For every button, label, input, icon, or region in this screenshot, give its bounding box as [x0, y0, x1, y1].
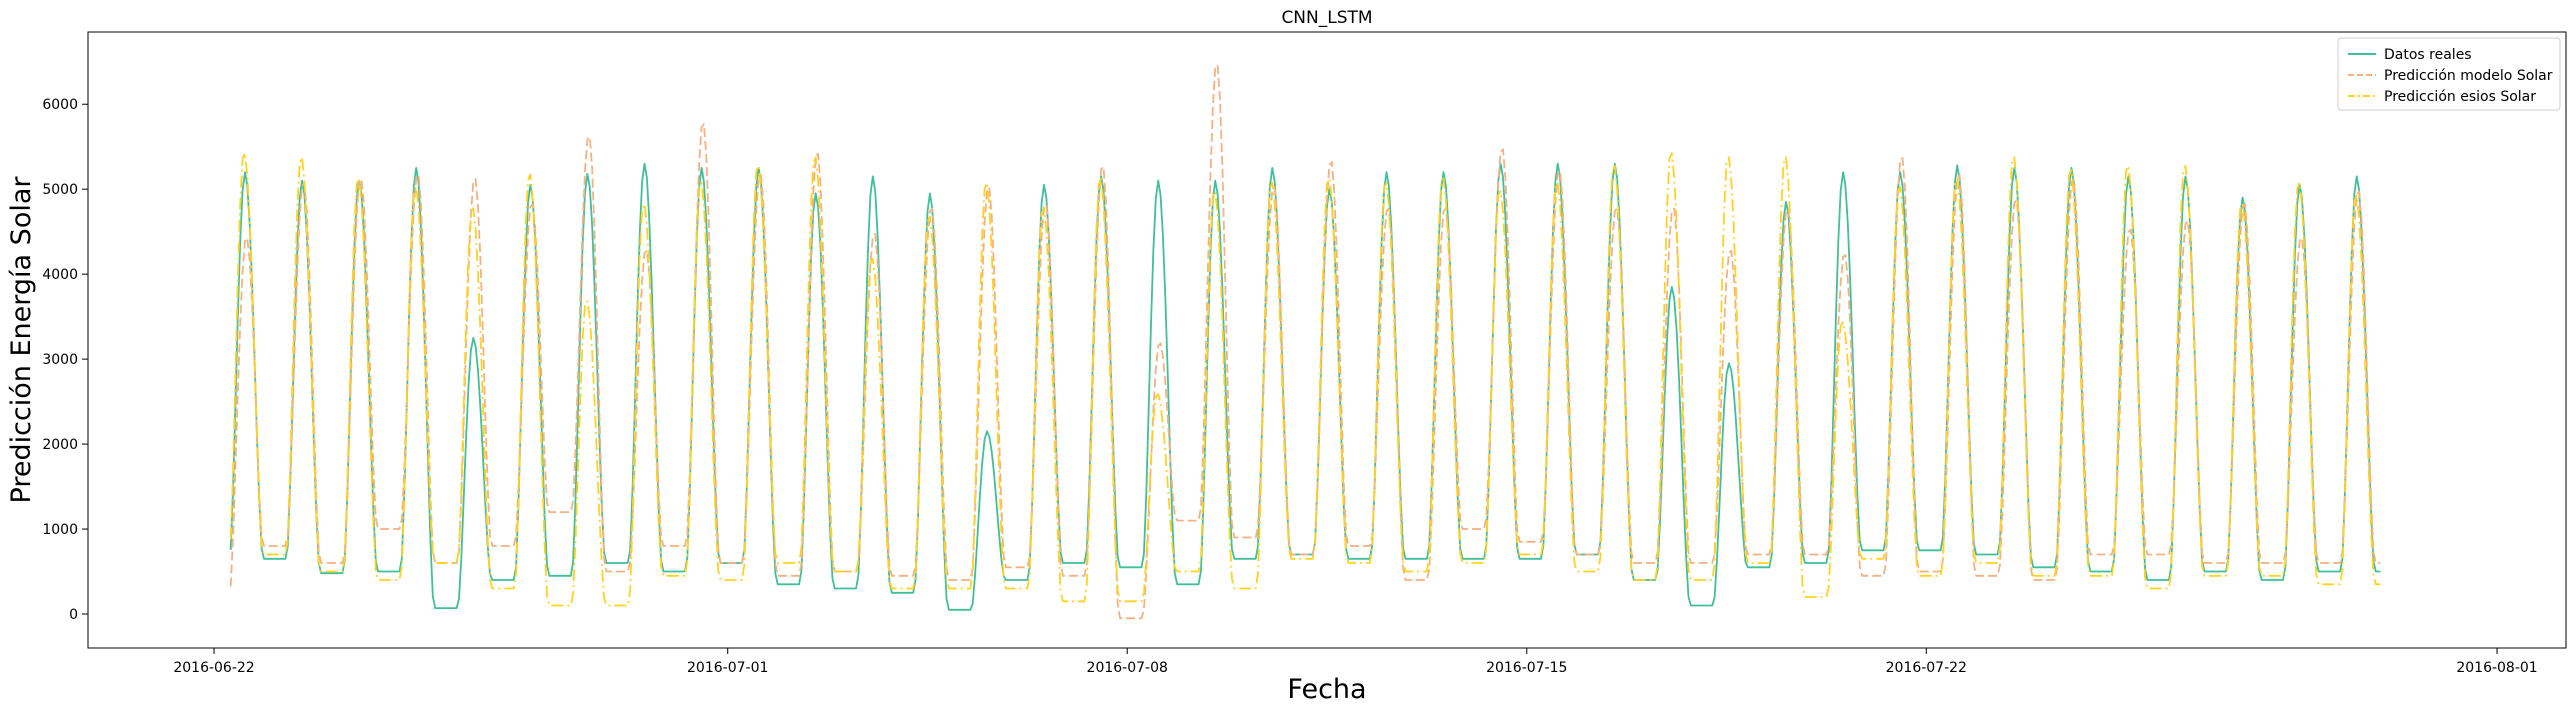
x-tick-label: 2016-07-15 — [1486, 660, 1567, 676]
y-axis-title: Predicción Energía Solar — [6, 176, 37, 504]
x-tick-label: 2016-08-01 — [2456, 660, 2537, 676]
x-tick-label: 2016-07-22 — [1886, 660, 1967, 676]
legend-label: Datos reales — [2384, 47, 2472, 63]
series-line — [229, 64, 2381, 620]
plot-series — [229, 64, 2381, 620]
legend-label: Predicción esios Solar — [2384, 89, 2536, 105]
y-tick-label: 3000 — [42, 352, 78, 368]
x-axis-title: Fecha — [1287, 674, 1366, 705]
x-tick-label: 2016-07-08 — [1087, 660, 1168, 676]
y-tick-label: 5000 — [42, 182, 78, 198]
y-axis: 0 1000 2000 3000 4000 5000 6000 — [42, 97, 88, 623]
y-tick-label: 4000 — [42, 267, 78, 283]
y-tick-label: 1000 — [42, 522, 78, 538]
plot-frame — [87, 31, 2567, 649]
legend-box — [2337, 37, 2561, 111]
legend: Datos reales Predicción modelo Solar Predi… — [2337, 37, 2561, 111]
x-tick-label: 2016-06-22 — [173, 660, 254, 676]
y-tick-label: 6000 — [42, 97, 78, 113]
legend-label: Predicción modelo Solar — [2384, 68, 2553, 84]
y-tick-label: 2000 — [42, 437, 78, 453]
y-tick-label: 0 — [69, 607, 78, 623]
x-axis: 2016-06-22 2016-07-01 2016-07-08 2016-07-15… — [173, 648, 2538, 676]
x-tick-label: 2016-07-01 — [687, 660, 768, 676]
series-line — [229, 152, 2381, 607]
chart-title: CNN_LSTM — [1281, 8, 1372, 28]
